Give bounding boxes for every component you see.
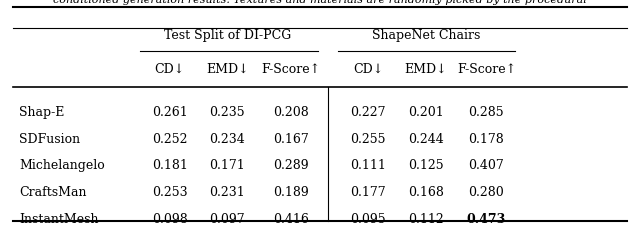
Text: 0.261: 0.261 <box>152 106 188 119</box>
Text: F-Score↑: F-Score↑ <box>457 63 516 76</box>
Text: 0.168: 0.168 <box>408 186 444 199</box>
Text: 0.177: 0.177 <box>350 186 386 199</box>
Text: 0.111: 0.111 <box>350 159 386 173</box>
Text: 0.167: 0.167 <box>273 133 309 146</box>
Text: 0.171: 0.171 <box>209 159 245 173</box>
Text: 0.407: 0.407 <box>468 159 504 173</box>
Text: 0.227: 0.227 <box>350 106 386 119</box>
Text: 0.253: 0.253 <box>152 186 188 199</box>
Text: 0.285: 0.285 <box>468 106 504 119</box>
Text: Shap-E: Shap-E <box>19 106 65 119</box>
Text: Test Split of DI-PCG: Test Split of DI-PCG <box>164 29 291 42</box>
Text: 0.189: 0.189 <box>273 186 309 199</box>
Text: EMD↓: EMD↓ <box>206 63 248 76</box>
Text: conditioned generation results. Textures and materials are randomly picked by th: conditioned generation results. Textures… <box>53 0 587 5</box>
Text: 0.098: 0.098 <box>152 213 188 226</box>
Text: 0.234: 0.234 <box>209 133 245 146</box>
Text: SDFusion: SDFusion <box>19 133 81 146</box>
Text: 0.178: 0.178 <box>468 133 504 146</box>
Text: 0.473: 0.473 <box>467 213 506 226</box>
Text: F-Score↑: F-Score↑ <box>262 63 321 76</box>
Text: 0.112: 0.112 <box>408 213 444 226</box>
Text: 0.289: 0.289 <box>273 159 309 173</box>
Text: 0.280: 0.280 <box>468 186 504 199</box>
Text: CraftsMan: CraftsMan <box>19 186 86 199</box>
Text: CD↓: CD↓ <box>353 63 383 76</box>
Text: EMD↓: EMD↓ <box>404 63 447 76</box>
Text: 0.235: 0.235 <box>209 106 245 119</box>
Text: 0.244: 0.244 <box>408 133 444 146</box>
Text: InstantMesh: InstantMesh <box>19 213 99 226</box>
Text: 0.125: 0.125 <box>408 159 444 173</box>
Text: 0.255: 0.255 <box>350 133 386 146</box>
Text: 0.097: 0.097 <box>209 213 245 226</box>
Text: 0.252: 0.252 <box>152 133 188 146</box>
Text: 0.095: 0.095 <box>350 213 386 226</box>
Text: Michelangelo: Michelangelo <box>19 159 105 173</box>
Text: CD↓: CD↓ <box>154 63 185 76</box>
Text: ShapeNet Chairs: ShapeNet Chairs <box>372 29 481 42</box>
Text: 0.208: 0.208 <box>273 106 309 119</box>
Text: 0.416: 0.416 <box>273 213 309 226</box>
Text: 0.231: 0.231 <box>209 186 245 199</box>
Text: 0.181: 0.181 <box>152 159 188 173</box>
Text: 0.201: 0.201 <box>408 106 444 119</box>
